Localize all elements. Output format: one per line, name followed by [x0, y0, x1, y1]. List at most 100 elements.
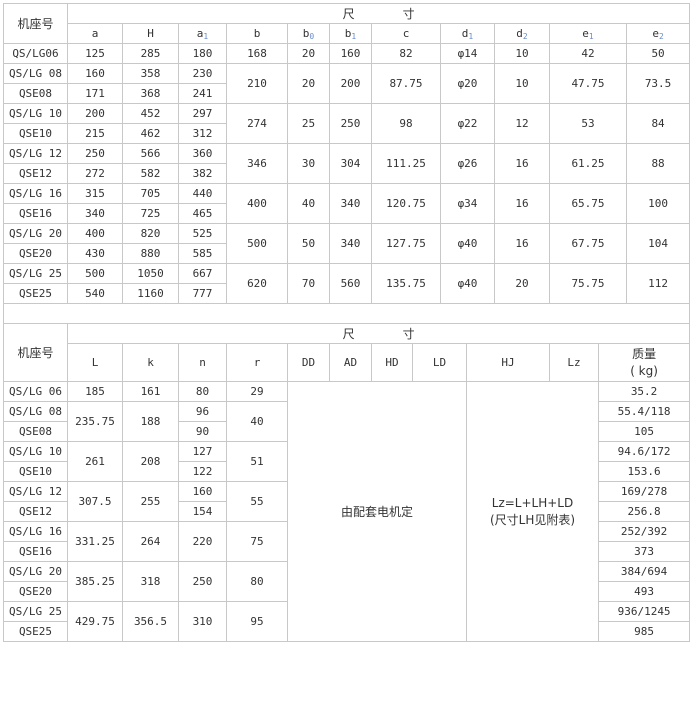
cell-H: 462	[122, 123, 179, 144]
cell-a: 200	[67, 103, 123, 124]
shared-cell: 50	[287, 223, 330, 264]
cell-H: 725	[122, 203, 179, 224]
table-row: QS/LG 25 500 1050 667 620 70 560 135.75 φ40 20 75.…	[3, 263, 690, 304]
cell-L: 235.75	[67, 401, 123, 442]
cell-k: 188	[122, 401, 179, 442]
cell-a: 500	[67, 263, 123, 284]
column-symbol: a	[196, 26, 204, 40]
cell-a1: 241	[178, 83, 227, 104]
model-cell: QS/LG 25	[3, 263, 68, 284]
shared-cell: 82	[371, 43, 441, 64]
column-header: e1	[549, 23, 627, 44]
column-subscript: 0	[309, 31, 315, 41]
column-header: DD	[287, 343, 330, 382]
model-cell: QS/LG 10	[3, 441, 68, 462]
shared-cell: 47.75	[549, 63, 627, 104]
model-cell: QSE10	[3, 461, 68, 482]
column-subscript: 1	[588, 31, 594, 41]
table-row: QS/LG 16 315 705 440 400 40 340 120.75 φ34 16 65.7…	[3, 183, 690, 224]
shared-cell: 50	[625, 43, 690, 64]
cell-L: 429.75	[67, 601, 123, 642]
column-header: Lz	[549, 343, 599, 382]
table-row: QSE25 985	[3, 621, 690, 642]
model-cell: QSE16	[3, 541, 68, 562]
shared-cell: 25	[287, 103, 330, 144]
model-cell: QSE10	[3, 123, 68, 144]
shared-cell: 560	[329, 263, 372, 304]
cell-H: 582	[122, 163, 179, 184]
cell-a: 215	[67, 123, 123, 144]
cell-a1: 667	[178, 263, 227, 284]
table-row: QS/LG 20 400 820 525 500 50 340 127.75 φ40 16 67.7…	[3, 223, 690, 264]
cell-a: 540	[67, 283, 123, 304]
model-cell: QS/LG 16	[3, 183, 68, 204]
model-header: 机座号	[3, 323, 68, 382]
dimension-header: 尺 寸	[66, 3, 690, 24]
model-cell: QSE08	[3, 83, 68, 104]
shared-cell: 620	[226, 263, 288, 304]
cell-a1: 382	[178, 163, 227, 184]
table-row: QSE20 493	[3, 581, 690, 602]
model-cell: QS/LG 12	[3, 143, 68, 164]
cell-L: 331.25	[67, 521, 123, 562]
cell-a1: 465	[178, 203, 227, 224]
shared-cell: 340	[329, 223, 372, 264]
shared-cell: 135.75	[371, 263, 441, 304]
table-row: QS/LG 12 250 566 360 346 30 304 111.25 φ26 16 61.2…	[3, 143, 690, 184]
model-cell: QS/LG 06	[3, 381, 68, 402]
cell-a1: 297	[178, 103, 227, 124]
table-row: QS/LG 10 200 452 297 274 25 250 98 φ22 12 53 84	[3, 103, 690, 144]
column-header: AD	[329, 343, 372, 382]
table-row: QSE08 90 105	[3, 421, 690, 442]
cell-n: 310	[178, 601, 227, 642]
cell-H: 452	[122, 103, 179, 124]
table-row: QSE12 154 256.8	[3, 501, 690, 522]
shared-cell: 168	[226, 43, 288, 64]
table-row: QSE16 340 725 465	[3, 203, 690, 224]
shared-cell: 70	[287, 263, 330, 304]
shared-cell: 30	[287, 143, 330, 184]
cell-n: 96	[178, 401, 227, 422]
cell-n: 220	[178, 521, 227, 562]
table-row: QSE25 540 1160 777	[3, 283, 690, 304]
column-header: H	[122, 23, 179, 44]
shared-cell: 75.75	[549, 263, 627, 304]
cell-n: 127	[178, 441, 227, 462]
column-subscript: 1	[203, 31, 209, 41]
shared-cell: 16	[494, 183, 550, 224]
column-symbol: b	[344, 26, 352, 40]
cell-H: 820	[122, 223, 179, 244]
shared-cell: 61.25	[549, 143, 627, 184]
column-header: k	[122, 343, 179, 382]
shared-cell: 274	[226, 103, 288, 144]
column-header: b1	[329, 23, 372, 44]
mass-cell: 936/1245	[597, 601, 690, 622]
column-header: d2	[494, 23, 550, 44]
table-row: QSE10 215 462 312	[3, 123, 690, 144]
mass-header: 质量 ( kg)	[597, 343, 690, 382]
shared-cell: 120.75	[371, 183, 441, 224]
cell-a: 340	[67, 203, 123, 224]
shared-cell: 20	[287, 63, 330, 104]
mass-cell: 169/278	[597, 481, 690, 502]
column-header: a	[67, 23, 123, 44]
shared-cell: 250	[329, 103, 372, 144]
cell-a: 315	[67, 183, 123, 204]
model-cell: QS/LG 25	[3, 601, 68, 622]
mass-cell: 153.6	[597, 461, 690, 482]
shared-cell: φ40	[440, 263, 495, 304]
cell-L: 261	[67, 441, 123, 482]
shared-cell: 210	[226, 63, 288, 104]
model-header: 机座号	[3, 3, 68, 44]
cell-r: 40	[226, 401, 288, 442]
shared-cell: 65.75	[549, 183, 627, 224]
table-row: QSE12 272 582 382	[3, 163, 690, 184]
cell-a: 171	[67, 83, 123, 104]
shared-cell: 20	[287, 43, 330, 64]
model-cell: QS/LG 20	[3, 223, 68, 244]
cell-k: 161	[122, 381, 179, 402]
shared-cell: 16	[494, 143, 550, 184]
column-header: r	[226, 343, 288, 382]
cell-L: 385.25	[67, 561, 123, 602]
